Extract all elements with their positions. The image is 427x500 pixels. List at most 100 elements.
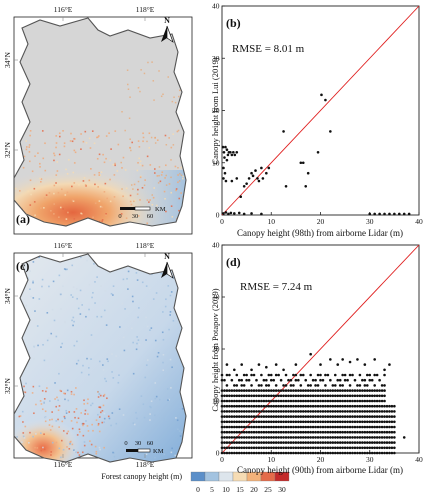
- data-point: [235, 394, 239, 398]
- data-point: [294, 425, 298, 429]
- data-point: [304, 451, 308, 455]
- data-point: [358, 420, 362, 424]
- data-point: [402, 212, 406, 216]
- data-point: [242, 436, 246, 439]
- data-point: [370, 394, 374, 398]
- data-point: [267, 415, 271, 418]
- data-point: [230, 410, 234, 413]
- data-point: [223, 425, 226, 429]
- data-point: [289, 441, 293, 444]
- data-point: [294, 420, 298, 424]
- y-tick-label: 20: [212, 345, 220, 354]
- data-point: [311, 451, 315, 455]
- scatter-panel-d: 0 10 20 30 40 0 10 20 30 40 (d) RMSE = 7.24 m Can…: [210, 241, 423, 476]
- data-point: [260, 436, 263, 439]
- data-point: [220, 394, 224, 398]
- data-point: [235, 177, 239, 180]
- one-to-one-line: [221, 244, 420, 454]
- data-point: [368, 436, 372, 439]
- data-point: [233, 420, 236, 424]
- data-point: [358, 384, 362, 387]
- data-point: [388, 430, 391, 434]
- data-point: [365, 399, 369, 403]
- lat-label: 32°N: [3, 141, 12, 157]
- data-point: [341, 436, 344, 439]
- rmse-annotation: RMSE = 7.24 m: [240, 281, 313, 293]
- data-point: [299, 425, 303, 429]
- data-point: [329, 425, 332, 429]
- data-point: [373, 425, 376, 429]
- data-point: [294, 436, 298, 439]
- data-point: [245, 404, 248, 408]
- data-point: [272, 404, 276, 408]
- data-point: [279, 451, 283, 455]
- data-point: [267, 384, 271, 387]
- data-point: [375, 420, 379, 424]
- data-point: [353, 430, 357, 434]
- data-point: [242, 430, 246, 434]
- data-point: [373, 384, 376, 387]
- data-point: [319, 436, 322, 439]
- data-point: [233, 410, 236, 413]
- data-point: [351, 451, 354, 455]
- data-point: [304, 399, 308, 403]
- legend-tick-label: 5: [210, 485, 214, 494]
- data-point: [294, 451, 298, 455]
- data-point: [319, 363, 322, 366]
- data-point: [252, 373, 256, 377]
- data-point: [341, 404, 344, 408]
- data-point: [225, 430, 229, 434]
- data-point: [230, 451, 234, 455]
- data-point: [284, 430, 288, 434]
- data-point: [383, 436, 386, 439]
- data-point: [333, 430, 337, 434]
- data-point: [326, 373, 330, 377]
- data-point: [267, 410, 271, 413]
- data-point: [390, 451, 394, 455]
- data-point: [237, 441, 241, 444]
- svg-text:0: 0: [124, 440, 127, 447]
- data-point: [346, 415, 349, 418]
- data-point: [356, 389, 359, 392]
- data-point: [247, 420, 251, 424]
- data-point: [265, 365, 268, 369]
- data-point: [223, 389, 226, 392]
- data-point: [321, 394, 325, 398]
- data-point: [375, 430, 379, 434]
- data-point: [265, 399, 268, 403]
- data-point: [294, 363, 298, 366]
- data-point: [272, 430, 276, 434]
- data-point: [363, 430, 367, 434]
- data-point: [373, 212, 376, 216]
- data-point: [338, 410, 342, 413]
- data-point: [250, 399, 253, 403]
- data-point: [311, 441, 315, 444]
- data-point: [265, 384, 268, 387]
- data-point: [333, 446, 337, 450]
- data-point: [230, 425, 234, 429]
- data-point: [220, 420, 224, 424]
- data-point: [297, 420, 300, 424]
- data-point: [353, 389, 357, 392]
- data-point: [284, 410, 288, 413]
- data-point: [225, 399, 229, 403]
- data-point: [228, 399, 231, 403]
- data-point: [380, 394, 384, 398]
- data-point: [329, 358, 332, 361]
- data-point: [309, 425, 312, 429]
- data-point: [314, 430, 317, 434]
- data-point: [292, 399, 295, 403]
- data-point: [326, 410, 330, 413]
- data-point: [351, 415, 354, 418]
- scatter-panel-b: 0 10 20 30 40 0 10 20 30 40 (b) RMSE = 8.01 m Can…: [210, 2, 423, 239]
- data-point: [356, 425, 359, 429]
- data-point: [361, 378, 364, 382]
- data-point: [289, 420, 293, 424]
- data-point: [289, 436, 293, 439]
- data-point: [265, 441, 268, 444]
- data-point: [301, 446, 305, 450]
- data-point: [255, 394, 258, 398]
- data-point: [269, 373, 273, 377]
- data-point: [388, 441, 391, 444]
- data-point: [299, 384, 303, 387]
